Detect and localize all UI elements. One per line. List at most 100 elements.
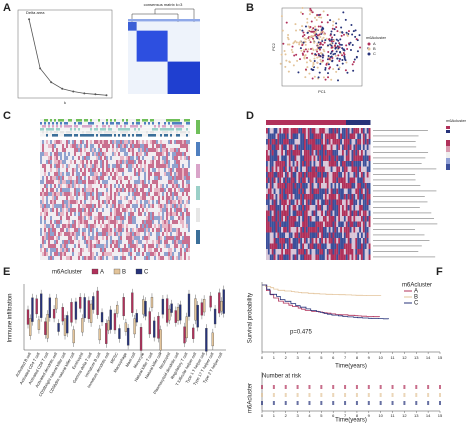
heatmap-cell bbox=[100, 180, 102, 184]
legend-title: m6Acluster bbox=[402, 283, 432, 289]
heatmap-cell bbox=[62, 232, 64, 236]
heatmap-cell bbox=[160, 148, 162, 152]
heatmap-cell bbox=[283, 183, 285, 189]
annotation-cell bbox=[174, 122, 176, 125]
scatter-point bbox=[310, 35, 313, 38]
heatmap-cell bbox=[186, 232, 188, 236]
annotation-cell bbox=[176, 128, 178, 131]
heatmap-cell bbox=[94, 164, 96, 168]
heatmap-cell bbox=[140, 160, 142, 164]
heatmap-cell bbox=[336, 205, 339, 211]
heatmap-cell bbox=[72, 252, 74, 256]
heatmap-cell bbox=[134, 168, 136, 172]
delta-point bbox=[83, 92, 86, 95]
heatmap-cell bbox=[178, 180, 180, 184]
heatmap-cell bbox=[342, 194, 344, 200]
heatmap-cell bbox=[288, 194, 291, 200]
annotation-cell bbox=[100, 131, 102, 134]
heatmap-cell bbox=[136, 256, 138, 260]
heatmap-cell bbox=[138, 148, 140, 152]
heatmap-cell bbox=[266, 172, 268, 178]
heatmap-cell bbox=[361, 177, 363, 183]
heatmap-cell bbox=[311, 161, 314, 167]
heatmap-cell bbox=[307, 161, 310, 167]
heatmap-cell bbox=[186, 172, 188, 176]
box bbox=[118, 328, 121, 339]
heatmap-cell bbox=[178, 152, 180, 156]
heatmap-cell bbox=[78, 192, 80, 196]
heatmap-cell bbox=[347, 210, 350, 216]
scatter-point bbox=[306, 17, 309, 20]
heatmap-cell bbox=[330, 144, 333, 150]
annotation-cell bbox=[140, 134, 142, 137]
heatmap-cell bbox=[62, 176, 64, 180]
heatmap-cell bbox=[300, 227, 303, 233]
heatmap-cell bbox=[100, 224, 102, 228]
annotation-cell bbox=[60, 119, 62, 122]
heatmap-cell bbox=[273, 144, 276, 150]
heatmap-cell bbox=[140, 248, 142, 252]
heatmap-cell bbox=[273, 150, 276, 156]
annotation-cell bbox=[186, 122, 188, 125]
heatmap-cell bbox=[330, 243, 333, 249]
heatmap-cell bbox=[178, 220, 180, 224]
heatmap-cell bbox=[104, 172, 106, 176]
scatter-point bbox=[321, 56, 324, 59]
heatmap-cell bbox=[48, 212, 50, 216]
x-tick-label: 9 bbox=[368, 413, 371, 418]
heatmap-cell bbox=[283, 155, 285, 161]
heatmap-cell bbox=[362, 221, 365, 227]
heatmap-cell bbox=[130, 188, 132, 192]
heatmap-cell bbox=[361, 166, 363, 172]
scatter-point bbox=[334, 52, 337, 55]
heatmap-cell bbox=[100, 144, 102, 148]
heatmap-cell bbox=[92, 208, 94, 212]
heatmap-cell bbox=[315, 183, 318, 189]
heatmap-cell bbox=[269, 221, 272, 227]
heatmap-cell bbox=[166, 196, 168, 200]
heatmap-cell bbox=[68, 192, 70, 196]
heatmap-cell bbox=[108, 148, 110, 152]
scatter-point bbox=[334, 54, 337, 57]
heatmap-cell bbox=[56, 240, 58, 244]
panel-label: C bbox=[3, 110, 11, 122]
scatter-point bbox=[309, 25, 312, 28]
heatmap-cell bbox=[50, 248, 52, 252]
heatmap-cell bbox=[110, 248, 112, 252]
scatter-point bbox=[352, 69, 355, 72]
heatmap-cell bbox=[56, 152, 58, 156]
heatmap-cell bbox=[302, 249, 304, 255]
heatmap-cell bbox=[90, 212, 92, 216]
box bbox=[222, 289, 225, 314]
heatmap-cell bbox=[321, 238, 323, 244]
annotation-cell bbox=[188, 122, 190, 125]
heatmap-cell bbox=[132, 204, 134, 208]
heatmap-cell bbox=[311, 254, 314, 260]
annotation-cell bbox=[86, 125, 88, 128]
scatter-point bbox=[317, 76, 320, 79]
heatmap-cell bbox=[90, 248, 92, 252]
heatmap-cell bbox=[292, 232, 295, 238]
heatmap-cell bbox=[353, 183, 356, 189]
heatmap-cell bbox=[40, 156, 42, 160]
annotation-cell bbox=[72, 134, 74, 137]
heatmap-cell bbox=[62, 204, 64, 208]
scatter-point bbox=[313, 75, 316, 78]
heatmap-cell bbox=[98, 180, 100, 184]
heatmap-cell bbox=[146, 160, 148, 164]
heatmap-cell bbox=[114, 228, 116, 232]
scatter-point bbox=[349, 41, 352, 44]
heatmap-cell bbox=[132, 196, 134, 200]
heatmap-cell bbox=[98, 240, 100, 244]
heatmap-cell bbox=[266, 155, 268, 161]
heatmap-cell bbox=[54, 236, 56, 240]
heatmap-cell bbox=[302, 188, 304, 194]
heatmap-cell bbox=[132, 140, 134, 144]
heatmap-cell bbox=[266, 199, 268, 205]
heatmap-cell bbox=[355, 238, 358, 244]
heatmap-cell bbox=[292, 150, 295, 156]
heatmap-cell bbox=[345, 183, 348, 189]
heatmap-cell bbox=[336, 188, 339, 194]
heatmap-cell bbox=[188, 196, 190, 200]
scatter-point bbox=[355, 55, 358, 58]
